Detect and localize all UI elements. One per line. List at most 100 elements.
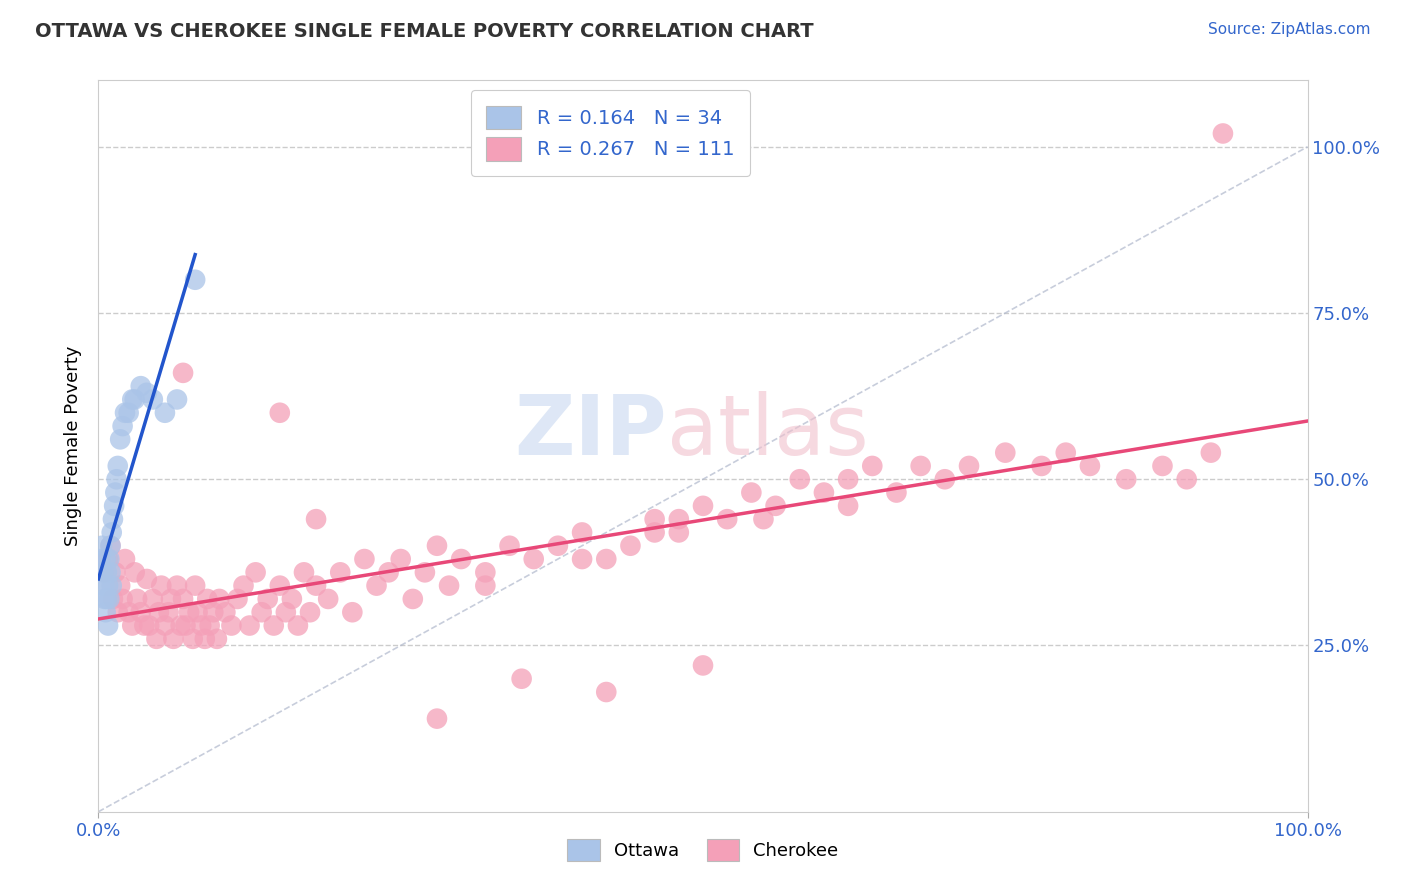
Point bbox=[127, 591, 149, 606]
Point bbox=[437, 579, 460, 593]
Point bbox=[98, 552, 121, 566]
Point bbox=[716, 512, 738, 526]
Point bbox=[377, 566, 399, 580]
Text: ZIP: ZIP bbox=[515, 391, 666, 472]
Point bbox=[94, 552, 117, 566]
Point bbox=[104, 485, 127, 500]
Point bbox=[1115, 472, 1137, 486]
Point bbox=[135, 572, 157, 586]
Point bbox=[108, 433, 131, 447]
Point bbox=[129, 605, 152, 619]
Point bbox=[426, 539, 449, 553]
Point bbox=[1078, 458, 1101, 473]
Point bbox=[181, 632, 204, 646]
Point bbox=[118, 605, 141, 619]
Point bbox=[100, 579, 122, 593]
Point bbox=[194, 632, 217, 646]
Point bbox=[134, 618, 156, 632]
Point bbox=[101, 512, 124, 526]
Point bbox=[124, 566, 146, 580]
Point bbox=[413, 566, 436, 580]
Point bbox=[100, 525, 122, 540]
Point bbox=[153, 406, 176, 420]
Point bbox=[765, 499, 787, 513]
Point bbox=[402, 591, 425, 606]
Point bbox=[97, 579, 120, 593]
Point bbox=[934, 472, 956, 486]
Point bbox=[860, 458, 883, 473]
Point bbox=[114, 552, 136, 566]
Point bbox=[195, 591, 218, 606]
Point bbox=[142, 591, 165, 606]
Point bbox=[813, 485, 835, 500]
Point bbox=[162, 632, 184, 646]
Point bbox=[619, 539, 641, 553]
Point bbox=[187, 605, 209, 619]
Point bbox=[1212, 127, 1234, 141]
Point bbox=[124, 392, 146, 407]
Point bbox=[329, 566, 352, 580]
Point bbox=[138, 618, 160, 632]
Y-axis label: Single Female Poverty: Single Female Poverty bbox=[65, 346, 83, 546]
Point bbox=[226, 591, 249, 606]
Point bbox=[129, 379, 152, 393]
Point bbox=[250, 605, 273, 619]
Point bbox=[1152, 458, 1174, 473]
Point bbox=[94, 605, 117, 619]
Point bbox=[169, 618, 191, 632]
Point bbox=[166, 579, 188, 593]
Point bbox=[474, 579, 496, 593]
Point bbox=[571, 525, 593, 540]
Point bbox=[91, 566, 114, 580]
Point bbox=[571, 552, 593, 566]
Point bbox=[668, 512, 690, 526]
Point bbox=[205, 632, 228, 646]
Point bbox=[150, 579, 173, 593]
Point bbox=[789, 472, 811, 486]
Point bbox=[837, 472, 859, 486]
Point bbox=[98, 591, 121, 606]
Point bbox=[118, 406, 141, 420]
Point bbox=[474, 566, 496, 580]
Point bbox=[342, 605, 364, 619]
Point bbox=[107, 458, 129, 473]
Point bbox=[101, 591, 124, 606]
Point bbox=[305, 579, 328, 593]
Point bbox=[90, 552, 112, 566]
Point bbox=[107, 605, 129, 619]
Point bbox=[281, 591, 304, 606]
Point bbox=[245, 566, 267, 580]
Point bbox=[108, 579, 131, 593]
Point bbox=[274, 605, 297, 619]
Point bbox=[269, 579, 291, 593]
Point bbox=[208, 591, 231, 606]
Point bbox=[740, 485, 762, 500]
Point bbox=[426, 712, 449, 726]
Point bbox=[644, 512, 666, 526]
Point bbox=[142, 392, 165, 407]
Point bbox=[366, 579, 388, 593]
Point bbox=[523, 552, 546, 566]
Point bbox=[111, 591, 134, 606]
Point bbox=[121, 392, 143, 407]
Point bbox=[239, 618, 262, 632]
Point bbox=[100, 566, 122, 580]
Point bbox=[353, 552, 375, 566]
Point bbox=[93, 566, 115, 580]
Point bbox=[692, 499, 714, 513]
Point bbox=[232, 579, 254, 593]
Point bbox=[1054, 445, 1077, 459]
Point bbox=[153, 618, 176, 632]
Point bbox=[111, 419, 134, 434]
Point bbox=[97, 552, 120, 566]
Point bbox=[160, 591, 183, 606]
Point bbox=[1031, 458, 1053, 473]
Text: Source: ZipAtlas.com: Source: ZipAtlas.com bbox=[1208, 22, 1371, 37]
Point bbox=[103, 499, 125, 513]
Point bbox=[752, 512, 775, 526]
Point bbox=[450, 552, 472, 566]
Point bbox=[184, 579, 207, 593]
Legend: Ottawa, Cherokee: Ottawa, Cherokee bbox=[560, 832, 846, 869]
Point bbox=[256, 591, 278, 606]
Point bbox=[184, 273, 207, 287]
